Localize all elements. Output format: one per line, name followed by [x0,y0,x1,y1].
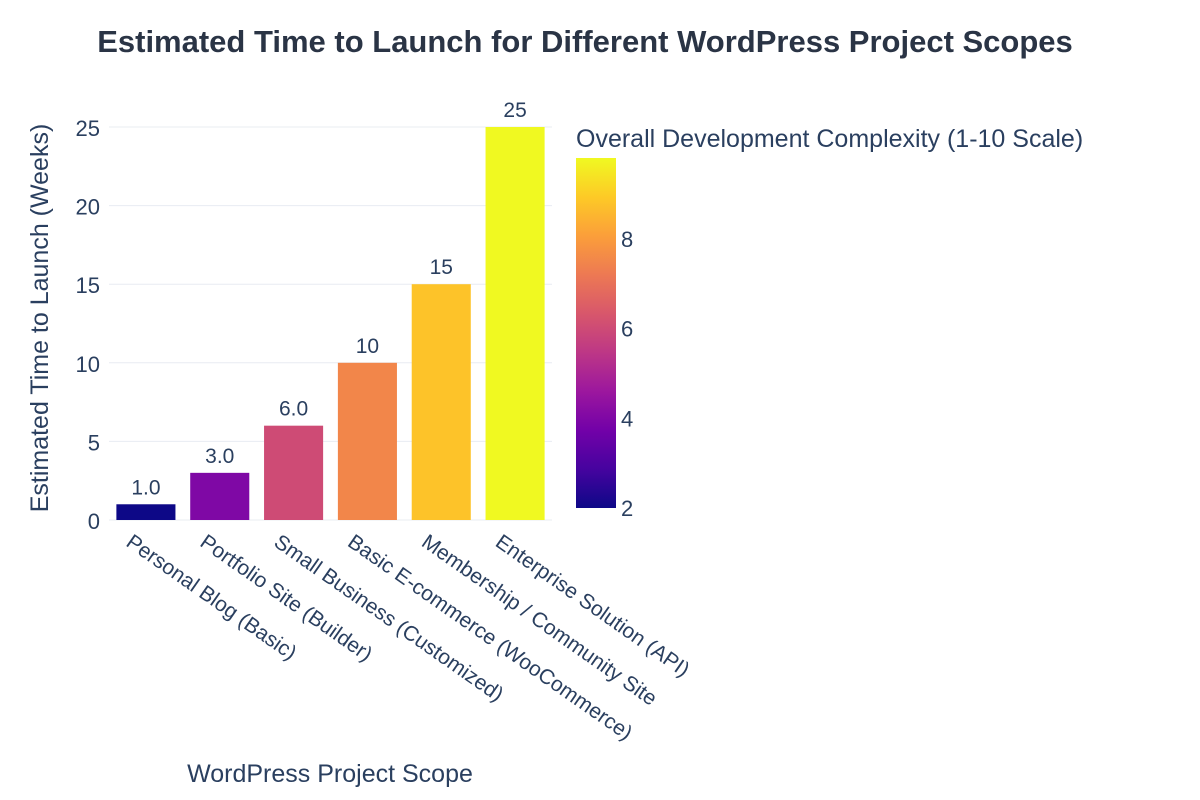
colorbar-ticks: 2 4 6 8 [621,227,633,521]
colorbar-tick-label: 4 [621,406,633,431]
bar-value-label: 3.0 [205,445,234,468]
bar-value-label: 25 [503,99,526,122]
y-axis-ticks: 0 5 10 15 20 25 [76,116,100,534]
colorbar-gradient [576,158,616,508]
colorbar-tick-label: 6 [621,317,633,342]
bar-value-label: 6.0 [279,398,308,421]
colorbar: Overall Development Complexity (1-10 Sca… [576,125,1083,521]
bar [264,425,324,520]
chart-title: Estimated Time to Launch for Different W… [97,24,1073,59]
colorbar-tick-label: 8 [621,227,633,252]
bar [337,362,397,520]
bar [411,284,471,520]
y-tick-label: 10 [76,352,100,377]
bars: 1.0 3.0 6.0 10 15 25 [116,99,545,520]
bar [116,504,176,520]
gridlines [109,126,552,521]
colorbar-tick-label: 2 [621,496,633,521]
y-tick-label: 15 [76,273,100,298]
y-tick-label: 25 [76,116,100,141]
bar-value-label: 10 [356,335,379,358]
y-tick-label: 5 [88,430,100,455]
x-tick-label: Basic E-commerce (WooCommerce) [344,530,637,745]
bar-value-label: 1.0 [131,476,160,499]
x-axis-ticks: Personal Blog (Basic)Portfolio Site (Bui… [122,530,694,745]
y-axis-title: Estimated Time to Launch (Weeks) [26,124,54,513]
colorbar-title: Overall Development Complexity (1-10 Sca… [576,125,1083,153]
bar-value-label: 15 [430,256,453,279]
y-tick-label: 0 [88,509,100,534]
x-axis-title: WordPress Project Scope [187,760,473,788]
bar [485,127,545,520]
bar [190,472,250,520]
y-tick-label: 20 [76,195,100,220]
